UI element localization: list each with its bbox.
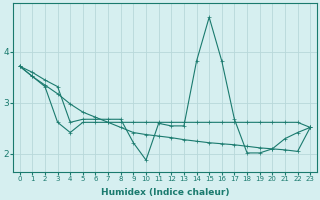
X-axis label: Humidex (Indice chaleur): Humidex (Indice chaleur) — [101, 188, 229, 197]
